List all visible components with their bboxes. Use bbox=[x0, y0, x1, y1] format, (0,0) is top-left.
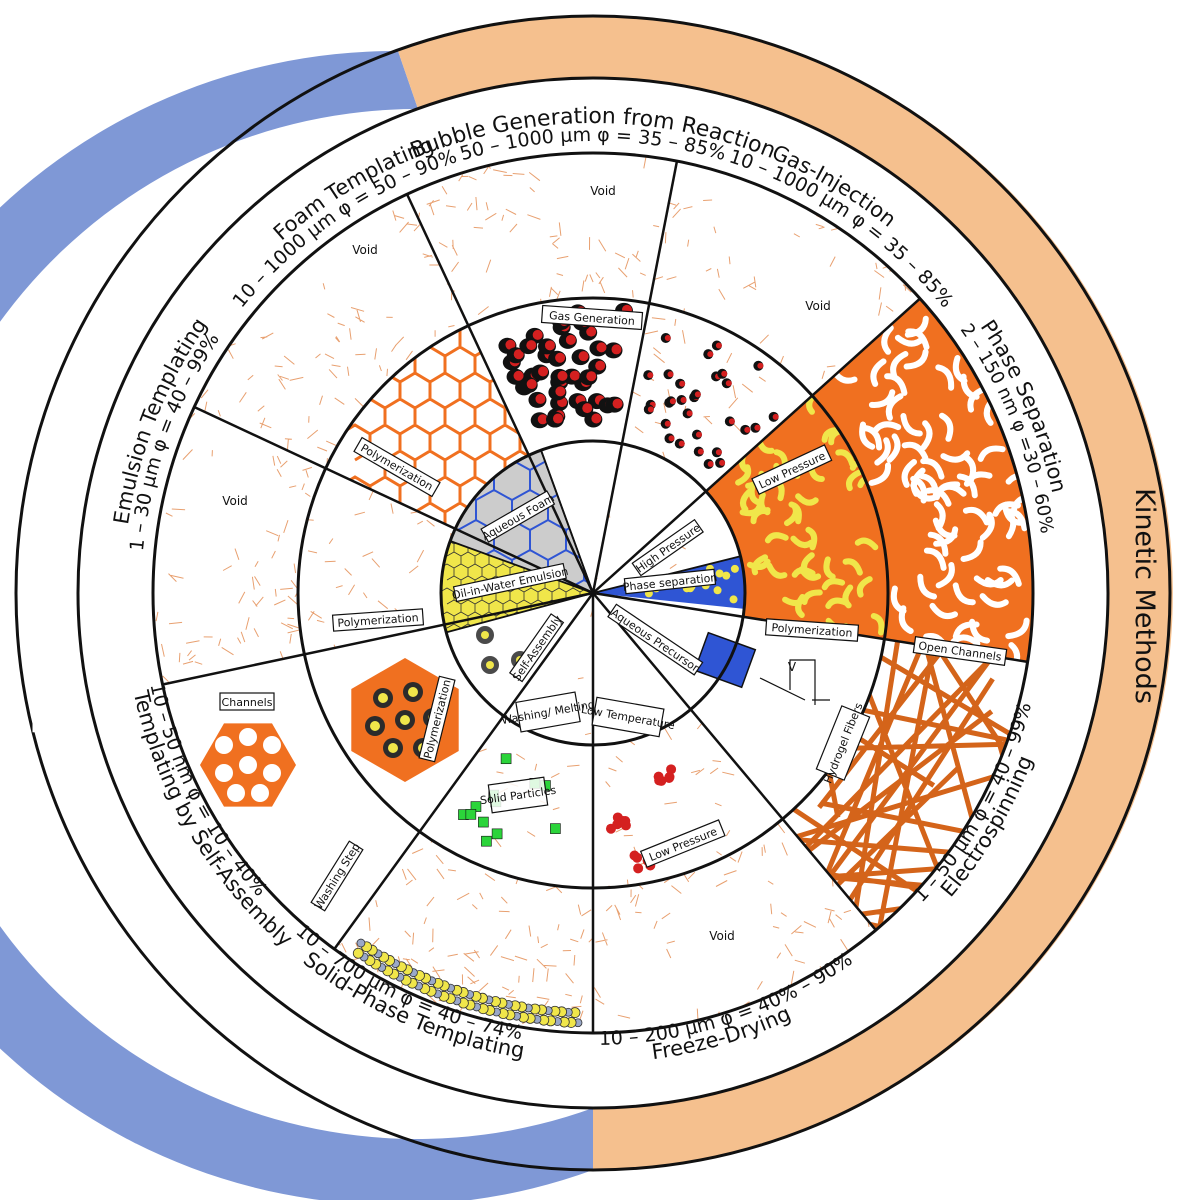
low-temperature-label: Low Temperature bbox=[580, 696, 676, 738]
svg-text:Gas Generation: Gas Generation bbox=[549, 309, 636, 328]
solid-phase-beads bbox=[352, 938, 583, 1028]
outer-ring-border bbox=[14, 14, 1172, 1172]
sector-divider bbox=[405, 193, 595, 594]
void-label-freeze-drying: Void bbox=[709, 929, 735, 943]
voltage-label: V bbox=[788, 660, 797, 674]
polymerization-label-emulsion: Polymerization bbox=[331, 608, 425, 632]
network-texture bbox=[298, 468, 456, 655]
void-label-foam: Void bbox=[352, 243, 378, 257]
core-divider bbox=[449, 540, 594, 594]
kinetic-methods-title: Kinetic Methods bbox=[1129, 488, 1160, 704]
svg-text:Polymerization: Polymerization bbox=[771, 621, 853, 640]
gas-generation-label: Gas Generation bbox=[540, 304, 644, 331]
svg-text:Polymerization: Polymerization bbox=[337, 611, 419, 630]
sector-divider bbox=[592, 592, 877, 931]
solid-particles-label: Solid Particles bbox=[479, 776, 557, 814]
core-divider bbox=[592, 490, 707, 594]
core-divider bbox=[540, 449, 594, 594]
svg-text:Channels: Channels bbox=[222, 696, 273, 709]
void-label-emulsion: Void bbox=[222, 494, 248, 508]
network-texture bbox=[334, 831, 593, 1033]
void-labels: Void Void Void Void Void bbox=[222, 184, 831, 943]
void-label-bubble: Void bbox=[590, 184, 616, 198]
templating-ring-segment bbox=[0, 50, 593, 1200]
phase-separation-worms bbox=[829, 315, 1033, 662]
core-divider bbox=[445, 592, 594, 634]
channels-hexagon bbox=[200, 723, 296, 807]
core-bubble bbox=[541, 441, 625, 593]
channels-label: Channels bbox=[219, 692, 275, 711]
void-label-gas-injection: Void bbox=[805, 299, 831, 313]
sector-divider bbox=[162, 591, 594, 686]
sector-divider bbox=[193, 405, 594, 595]
sector-divider bbox=[333, 592, 595, 950]
sector-divider bbox=[591, 160, 679, 594]
network-texture bbox=[419, 715, 593, 888]
sector-dividers bbox=[162, 160, 1028, 1033]
injected-gas-dots bbox=[643, 332, 779, 469]
templating-methods-title: Templating Methods bbox=[28, 460, 59, 733]
polymerization-label-phase: Polymerization bbox=[764, 618, 860, 642]
